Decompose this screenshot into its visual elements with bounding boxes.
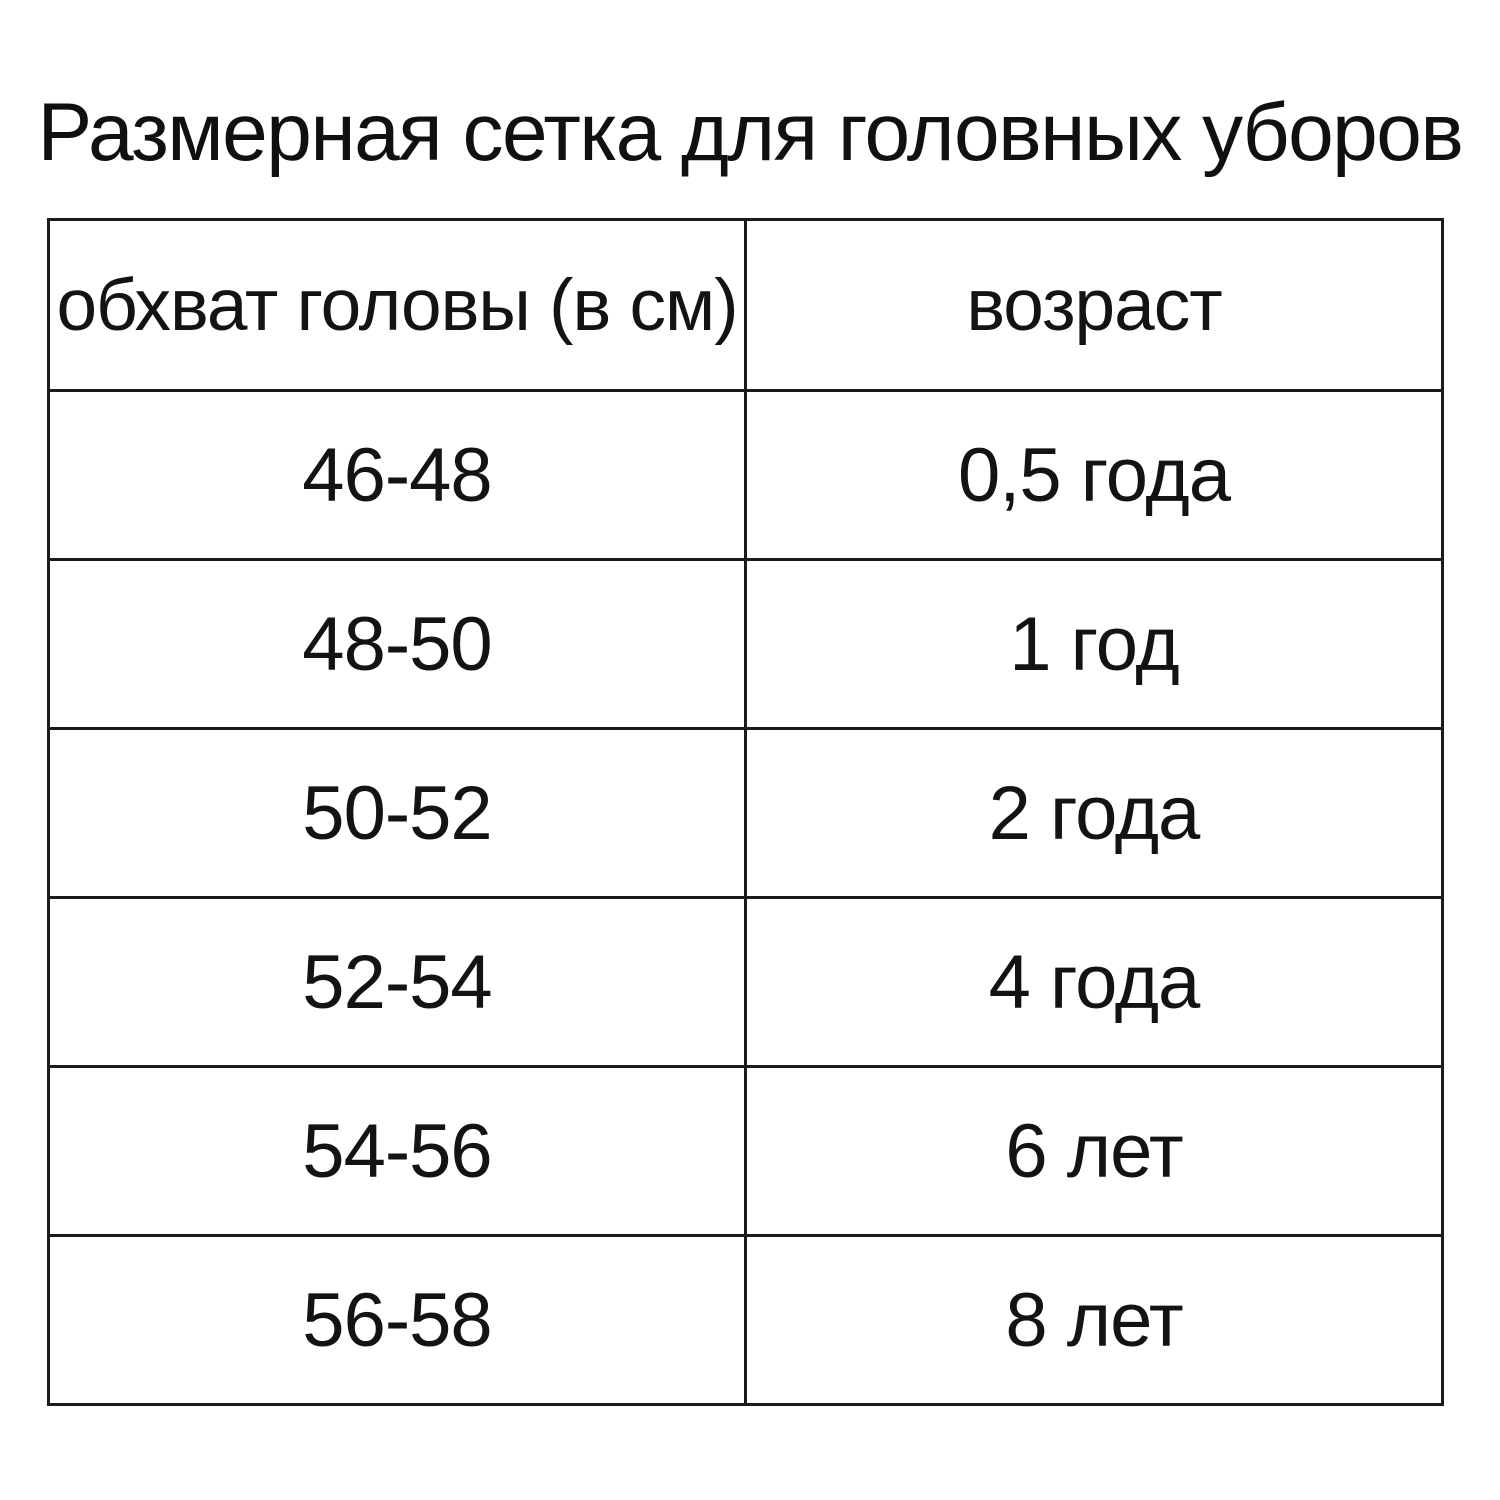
table-row: 48-50 1 год	[47, 558, 1444, 730]
age-cell: 1 год	[744, 558, 1444, 730]
table-row: 50-52 2 года	[47, 727, 1444, 899]
table-row: 56-58 8 лет	[47, 1234, 1444, 1406]
size-cell: 48-50	[47, 558, 747, 730]
size-cell: 52-54	[47, 896, 747, 1068]
header-row: обхват головы (в см) возраст	[47, 218, 1444, 392]
age-cell: 8 лет	[744, 1234, 1444, 1406]
size-cell: 54-56	[47, 1065, 747, 1237]
age-cell: 2 года	[744, 727, 1444, 899]
age-cell: 0,5 года	[744, 389, 1444, 561]
table-row: 46-48 0,5 года	[47, 389, 1444, 561]
age-cell: 4 года	[744, 896, 1444, 1068]
col-header-head-circumference: обхват головы (в см)	[47, 218, 747, 392]
age-cell: 6 лет	[744, 1065, 1444, 1237]
page-title: Размерная сетка для головных уборов	[37, 87, 1464, 178]
table-row: 54-56 6 лет	[47, 1065, 1444, 1237]
size-cell: 50-52	[47, 727, 747, 899]
size-cell: 56-58	[47, 1234, 747, 1406]
table-row: 52-54 4 года	[47, 896, 1444, 1068]
col-header-age: возраст	[744, 218, 1444, 392]
size-cell: 46-48	[47, 389, 747, 561]
size-table: обхват головы (в см) возраст 46-48 0,5 г…	[47, 218, 1444, 1406]
